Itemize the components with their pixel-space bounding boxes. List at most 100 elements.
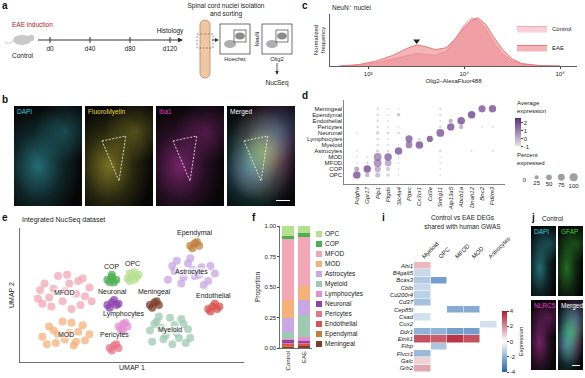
svg-text:25: 25 — [533, 180, 540, 186]
svg-text:MOD: MOD — [328, 154, 343, 160]
svg-text:NeuN⁻ nuclei: NeuN⁻ nuclei — [332, 4, 371, 11]
svg-text:10⁴: 10⁴ — [460, 71, 470, 77]
svg-text:100: 100 — [569, 183, 580, 189]
svg-text:d40: d40 — [85, 45, 96, 52]
svg-text:Pdgfra: Pdgfra — [354, 186, 360, 204]
svg-text:d80: d80 — [125, 45, 136, 52]
svg-text:Myeloid: Myeloid — [421, 241, 440, 260]
svg-text:Astrocytes: Astrocytes — [487, 236, 511, 260]
svg-text:2: 2 — [510, 323, 514, 329]
svg-text:Fibp: Fibp — [401, 343, 413, 349]
svg-text:0: 0 — [523, 177, 527, 183]
svg-text:Endothelial: Endothelial — [312, 118, 342, 124]
svg-text:d0: d0 — [46, 45, 54, 52]
svg-text:COP: COP — [104, 263, 120, 270]
svg-text:NucSeq: NucSeq — [265, 79, 289, 87]
svg-text:Ptgds: Ptgds — [385, 187, 391, 202]
svg-text:Grb2: Grb2 — [400, 365, 414, 371]
svg-text:Averageexpression: Averageexpression — [517, 100, 546, 114]
svg-text:OPC: OPC — [329, 172, 343, 178]
svg-text:MFOD: MFOD — [325, 160, 343, 166]
svg-text:Slc4a4: Slc4a4 — [396, 186, 402, 205]
svg-text:10³: 10³ — [364, 71, 373, 77]
svg-text:Spinal cord nuclei isolation: Spinal cord nuclei isolation — [188, 2, 265, 10]
svg-text:Dnah12: Dnah12 — [469, 186, 475, 208]
svg-text:EAE: EAE — [552, 45, 564, 51]
svg-text:Pdlim3: Pdlim3 — [489, 186, 495, 205]
svg-text:Ahi1: Ahi1 — [400, 263, 413, 269]
svg-text:Cep85l: Cep85l — [394, 307, 414, 313]
svg-text:Ddr1: Ddr1 — [400, 329, 413, 335]
svg-text:Olig2–AlexaFluor488: Olig2–AlexaFluor488 — [425, 78, 482, 84]
svg-text:Control vs EAE DEGsshared with: Control vs EAE DEGsshared with human GWA… — [424, 214, 501, 229]
svg-text:OPC: OPC — [125, 260, 140, 267]
svg-text:0: 0 — [510, 339, 514, 345]
svg-text:UMAP 1: UMAP 1 — [119, 364, 145, 371]
svg-text:Neuronal: Neuronal — [98, 288, 127, 295]
svg-text:-2: -2 — [510, 354, 516, 360]
svg-text:Pericytes: Pericytes — [318, 124, 343, 130]
svg-text:B4galt5: B4galt5 — [393, 270, 414, 276]
svg-text:10⁵: 10⁵ — [556, 71, 566, 77]
svg-text:1: 1 — [524, 128, 528, 134]
svg-text:Galc: Galc — [401, 358, 413, 364]
svg-text:MFOD: MFOD — [454, 242, 471, 259]
svg-text:Integrated NucSeq dataset: Integrated NucSeq dataset — [22, 216, 105, 224]
svg-text:EAE induction: EAE induction — [12, 21, 53, 28]
svg-text:Bnc2: Bnc2 — [479, 186, 485, 200]
svg-text:Lymphocytes: Lymphocytes — [103, 310, 144, 318]
svg-text:d120: d120 — [163, 45, 178, 52]
svg-text:Snhg11: Snhg11 — [437, 187, 443, 207]
svg-text:Csad: Csad — [399, 314, 414, 320]
svg-text:Ependymal: Ependymal — [312, 112, 342, 118]
svg-text:Ependymal: Ependymal — [177, 229, 212, 237]
svg-text:Cblb: Cblb — [401, 285, 414, 291]
svg-text:-4: -4 — [510, 369, 516, 375]
svg-text:Plp1: Plp1 — [375, 187, 381, 199]
svg-text:0.75: 0.75 — [264, 254, 276, 260]
svg-text:75: 75 — [558, 182, 565, 188]
svg-text:Astrocytes: Astrocytes — [314, 148, 342, 154]
svg-text:Atp13a5: Atp13a5 — [448, 186, 454, 210]
svg-text:Cd3e: Cd3e — [427, 186, 433, 201]
svg-text:Flvcr1: Flvcr1 — [397, 351, 413, 357]
svg-text:MOD: MOD — [58, 331, 74, 338]
svg-text:Endothelial: Endothelial — [196, 292, 231, 299]
svg-text:0.50: 0.50 — [264, 284, 276, 290]
svg-text:OPC: OPC — [437, 246, 451, 260]
svg-text:MFOD: MFOD — [54, 289, 75, 296]
svg-text:Normalizedfrequency: Normalizedfrequency — [313, 25, 327, 55]
svg-text:Histology: Histology — [157, 27, 184, 35]
svg-text:Proportion: Proportion — [254, 272, 262, 302]
svg-text:Myeloid: Myeloid — [322, 142, 343, 148]
svg-text:0.25: 0.25 — [264, 315, 276, 321]
svg-text:Myeloid: Myeloid — [158, 326, 182, 334]
svg-text:Percentexpressed: Percentexpressed — [517, 152, 545, 166]
svg-text:Expression: Expression — [518, 327, 524, 357]
svg-text:Lymphocytes: Lymphocytes — [307, 136, 342, 142]
svg-text:50: 50 — [546, 181, 553, 187]
svg-text:NeuN: NeuN — [254, 32, 260, 47]
svg-text:UMAP 2: UMAP 2 — [8, 282, 15, 308]
svg-text:0: 0 — [524, 136, 528, 142]
svg-text:Cd200r4: Cd200r4 — [390, 292, 414, 298]
svg-text:COP: COP — [329, 166, 342, 172]
svg-text:Etnk1: Etnk1 — [398, 336, 413, 342]
svg-text:4: 4 — [510, 308, 514, 314]
svg-text:Astrocytes: Astrocytes — [175, 268, 208, 276]
svg-text:Ptprc: Ptprc — [406, 187, 412, 201]
svg-text:Control: Control — [552, 26, 571, 32]
svg-text:Neuronal: Neuronal — [318, 130, 342, 136]
svg-text:1.00: 1.00 — [264, 223, 276, 229]
svg-text:Control: Control — [12, 52, 34, 59]
svg-text:Pericytes: Pericytes — [100, 331, 129, 339]
svg-text:Cd37: Cd37 — [399, 299, 414, 305]
svg-text:and sorting: and sorting — [210, 10, 243, 18]
svg-text:Meningeal: Meningeal — [138, 288, 171, 296]
svg-text:Bcas3: Bcas3 — [396, 277, 413, 283]
svg-text:Olig2: Olig2 — [270, 56, 284, 62]
svg-text:Meningeal: Meningeal — [315, 106, 343, 112]
svg-text:EAE: EAE — [301, 351, 307, 363]
svg-text:Abcb1a: Abcb1a — [458, 186, 464, 208]
svg-text:Gpr17: Gpr17 — [364, 186, 370, 203]
